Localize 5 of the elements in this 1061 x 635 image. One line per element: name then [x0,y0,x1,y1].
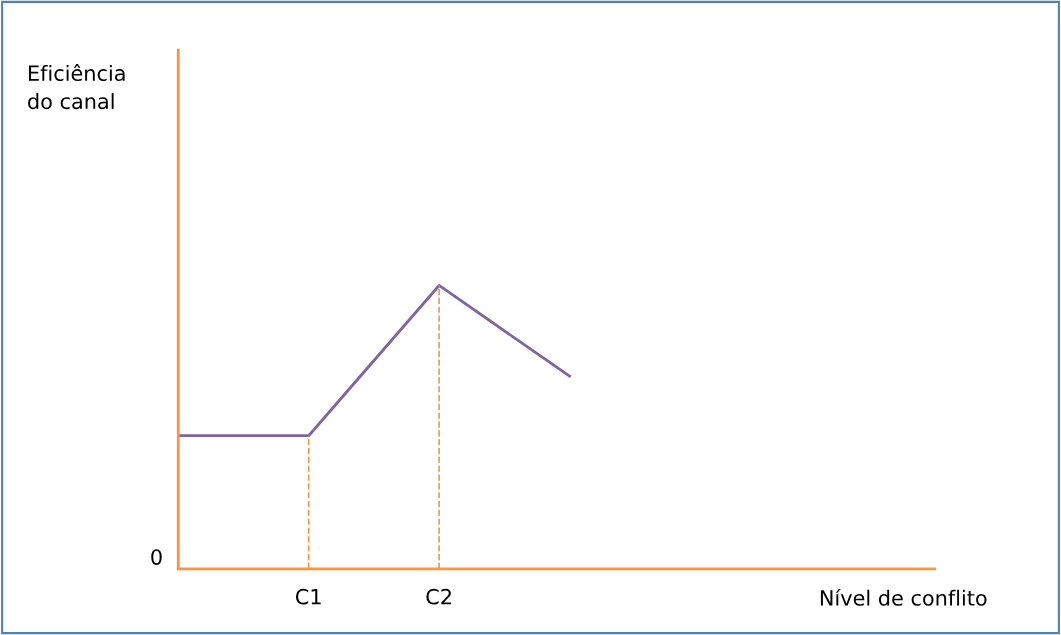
x-tick-label: C2 [426,588,451,605]
annotation: 0 [151,549,162,565]
text: Eficiência do canal [28,64,125,110]
x-tick-label: C1 [295,588,321,605]
text: Nível de conflito [820,588,987,606]
